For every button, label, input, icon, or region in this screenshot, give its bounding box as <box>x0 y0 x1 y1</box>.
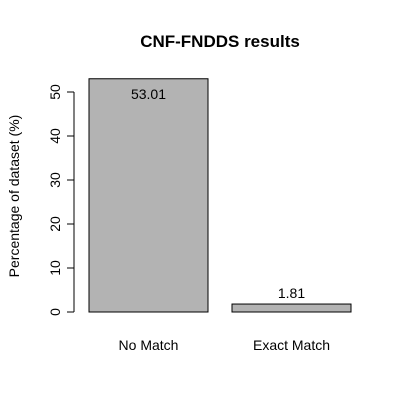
data-labels: 53.01 1.81 <box>131 86 305 301</box>
x-tick-label: Exact Match <box>253 337 330 353</box>
data-label: 1.81 <box>278 285 305 301</box>
bar <box>231 303 352 313</box>
bar <box>88 78 209 313</box>
y-tick-label: 0 <box>47 308 63 316</box>
y-tick-label: 30 <box>47 172 63 188</box>
y-axis-label: Percentage of dataset (%) <box>6 115 22 278</box>
data-label: 53.01 <box>131 86 166 102</box>
y-tick-label: 10 <box>47 260 63 276</box>
bars <box>88 78 352 313</box>
y-tick-label: 40 <box>47 128 63 144</box>
x-axis-category-labels: No Match Exact Match <box>119 337 330 353</box>
chart-title: CNF-FNDDS results <box>140 32 300 51</box>
y-axis: 0 10 20 30 40 50 <box>47 84 75 316</box>
x-tick-label: No Match <box>119 337 179 353</box>
y-tick-label: 50 <box>47 84 63 100</box>
y-tick-label: 20 <box>47 216 63 232</box>
